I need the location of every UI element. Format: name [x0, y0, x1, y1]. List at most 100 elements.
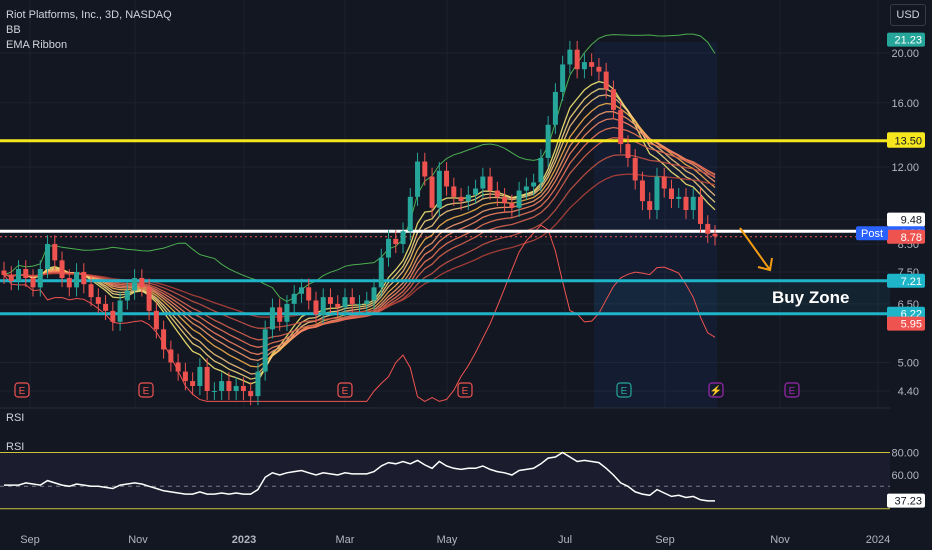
- earnings-marker-box: [784, 382, 800, 398]
- candle-body: [458, 196, 464, 202]
- ema-ribbon-line: [3, 137, 716, 341]
- price-tick-label: 4.40: [898, 386, 919, 398]
- candle-body: [204, 366, 210, 391]
- candle-body: [647, 201, 653, 210]
- time-tick-label: Sep: [20, 534, 40, 546]
- candle-body: [139, 277, 145, 288]
- price-axis[interactable]: 20.0016.0012.009.488.507.506.505.004.402…: [856, 0, 932, 550]
- earnings-marker-box: [457, 382, 473, 398]
- bb-upper-band: [3, 33, 716, 303]
- candle-body: [386, 238, 392, 258]
- grid-lines: [0, 0, 890, 408]
- earnings-marker-letter: E: [621, 386, 628, 397]
- candle-body: [610, 89, 616, 110]
- candle-body: [502, 196, 508, 204]
- candle-body: [444, 170, 450, 187]
- candle-body: [668, 188, 674, 199]
- candle-body: [103, 303, 109, 311]
- time-tick-label: Nov: [770, 534, 790, 546]
- candle-body: [436, 170, 442, 208]
- candle-body: [596, 66, 602, 72]
- price-tick-label: 20.00: [891, 48, 919, 60]
- earnings-marker-letter: E: [462, 386, 469, 397]
- rsi-value-label: 37.23: [894, 496, 922, 508]
- earnings-marker[interactable]: E: [14, 382, 30, 398]
- candle-body: [697, 196, 703, 224]
- candle-body: [52, 244, 58, 261]
- candle-body: [676, 196, 682, 199]
- candle-body: [132, 277, 138, 291]
- earnings-marker[interactable]: E: [337, 382, 353, 398]
- candle-body: [523, 186, 529, 191]
- time-tick-label: Nov: [128, 534, 148, 546]
- candle-body: [269, 307, 275, 330]
- candle-body: [240, 385, 246, 391]
- candle-body: [306, 287, 312, 301]
- bb-lower-band: [3, 224, 716, 402]
- earnings-marker[interactable]: E: [616, 382, 632, 398]
- earnings-marker-box: [708, 382, 724, 398]
- chart-legend: Riot Platforms, Inc., 3D, NASDAQ BB EMA …: [6, 8, 172, 53]
- arrow-annotation: [739, 227, 773, 272]
- candle-body: [37, 268, 43, 288]
- price-label-text: 13.50: [894, 136, 922, 148]
- earnings-marker-letter: E: [19, 386, 26, 397]
- candle-body: [45, 244, 51, 269]
- earnings-markers[interactable]: E E E E E ⚡ E: [14, 382, 800, 398]
- indicator-bb[interactable]: BB: [6, 24, 21, 36]
- buy-zone-label: Buy Zone: [772, 288, 850, 307]
- candle-body: [625, 144, 631, 158]
- candle-body: [226, 381, 232, 391]
- earnings-marker[interactable]: E: [784, 382, 800, 398]
- candle-body: [560, 64, 566, 92]
- candle-body: [509, 203, 515, 208]
- post-badge: [856, 226, 888, 241]
- candle-body: [516, 190, 522, 208]
- candle-body: [30, 277, 36, 288]
- candle-body: [690, 196, 696, 210]
- candle-body: [400, 231, 406, 245]
- candle-body: [451, 186, 457, 197]
- candle-body: [618, 109, 624, 145]
- candle-body: [465, 194, 471, 202]
- earnings-marker[interactable]: E: [138, 382, 154, 398]
- candle-body: [95, 297, 101, 304]
- rsi-indicator-label[interactable]: RSI: [6, 441, 25, 453]
- earnings-marker[interactable]: E: [457, 382, 473, 398]
- candle-body: [632, 157, 638, 181]
- price-label-box: [887, 212, 925, 227]
- candle-body: [124, 290, 130, 301]
- time-axis[interactable]: Sep Nov 2023 Mar May Jul Sep Nov 2024: [20, 534, 890, 546]
- candle-body: [117, 300, 123, 322]
- rsi-pane-label: RSI: [6, 412, 25, 424]
- candlesticks: [1, 40, 718, 406]
- candle-body: [683, 196, 689, 210]
- earnings-marker-box: [138, 382, 154, 398]
- earnings-marker[interactable]: ⚡: [708, 382, 724, 398]
- candle-body: [589, 62, 595, 67]
- candle-body: [429, 176, 435, 208]
- arrow-shaft: [739, 227, 771, 271]
- rsi-pane: [0, 451, 890, 510]
- indicator-ema-ribbon[interactable]: EMA Ribbon: [6, 39, 68, 51]
- time-tick-label: Jul: [558, 534, 572, 546]
- price-label-box: [887, 229, 925, 244]
- currency-button[interactable]: USD: [890, 4, 926, 26]
- rsi-value-box: [887, 493, 925, 508]
- candle-body: [66, 277, 72, 288]
- candle-body: [190, 381, 196, 386]
- candle-body: [313, 300, 319, 315]
- candle-body: [233, 385, 239, 391]
- candle-body: [327, 297, 333, 304]
- candle-body: [422, 161, 428, 177]
- candle-body: [567, 49, 573, 65]
- candle-body: [1, 270, 7, 275]
- candle-body: [197, 366, 203, 386]
- candle-body: [581, 62, 587, 70]
- candle-body: [494, 190, 500, 197]
- symbol-title[interactable]: Riot Platforms, Inc., 3D, NASDAQ: [6, 9, 172, 21]
- candle-body: [248, 391, 254, 397]
- candle-body: [161, 329, 167, 350]
- candle-body: [262, 329, 268, 372]
